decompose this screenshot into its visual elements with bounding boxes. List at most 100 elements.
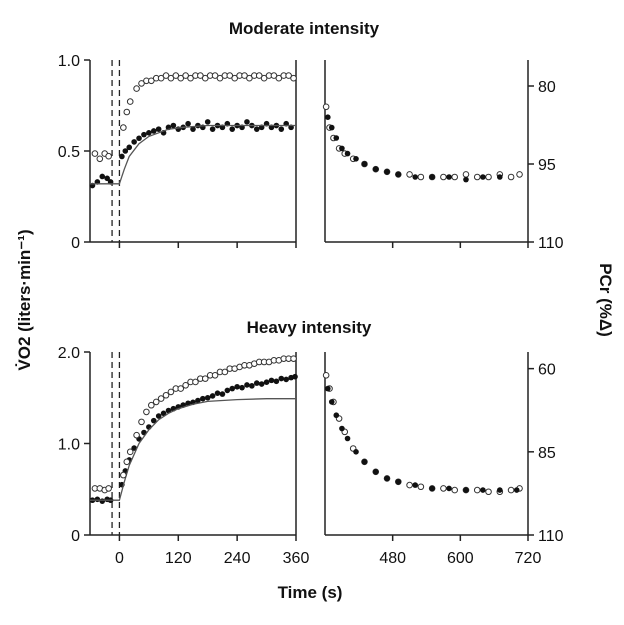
data-point-open — [507, 486, 515, 494]
data-point-open — [226, 72, 234, 79]
x-tick-label: 600 — [447, 550, 474, 567]
data-point-open — [246, 74, 253, 82]
data-point-filled — [361, 161, 368, 167]
x-tick-label: 240 — [224, 550, 251, 567]
data-point-filled — [160, 410, 167, 417]
data-point-filled — [463, 487, 469, 493]
y-axis-label-right: PCr (%Δ) — [596, 263, 615, 337]
data-point-open — [440, 173, 447, 181]
data-point-filled — [131, 445, 137, 451]
data-point-open — [152, 398, 160, 406]
data-point-filled — [104, 175, 110, 182]
data-point-filled — [204, 119, 211, 125]
data-point-filled — [292, 373, 298, 380]
left-tick-label: 2.0 — [58, 345, 80, 362]
data-point-open — [157, 395, 165, 402]
data-point-filled — [325, 114, 331, 120]
data-point-filled — [283, 376, 289, 383]
data-point-open — [275, 74, 283, 82]
data-point-open — [231, 74, 238, 82]
data-point-filled — [497, 174, 503, 180]
data-point-open — [507, 173, 515, 181]
data-point-filled — [122, 148, 129, 154]
panel-title-heavy: Heavy intensity — [247, 318, 372, 337]
data-point-filled — [480, 487, 486, 493]
data-point-open — [473, 173, 481, 181]
data-point-filled — [480, 174, 486, 180]
data-point-filled — [253, 380, 260, 386]
data-point-filled — [258, 381, 265, 387]
data-point-open — [197, 72, 204, 79]
data-point-filled — [190, 126, 196, 132]
data-point-filled — [141, 131, 147, 138]
data-point-open — [167, 388, 175, 396]
data-point-filled — [384, 169, 390, 175]
data-point-filled — [214, 390, 221, 396]
data-point-filled — [273, 378, 280, 385]
data-point-open — [120, 471, 127, 479]
x-tick-label: 360 — [283, 550, 310, 567]
data-point-open — [96, 155, 104, 163]
data-point-open — [285, 72, 292, 79]
data-point-filled — [463, 176, 469, 183]
data-point-open — [105, 152, 112, 160]
data-point-open — [138, 80, 145, 87]
data-point-filled — [195, 397, 201, 404]
left-tick-label: 0.5 — [58, 144, 80, 161]
data-point-filled — [353, 449, 359, 455]
data-point-open — [133, 431, 140, 439]
data-point-filled — [204, 394, 211, 401]
x-tick-label: 120 — [165, 550, 192, 567]
x-tick-label: 0 — [115, 550, 124, 567]
data-point-filled — [344, 435, 351, 442]
fit-line — [90, 398, 296, 501]
fit-line — [90, 124, 296, 185]
data-point-open — [451, 486, 458, 494]
data-point-filled — [361, 459, 368, 465]
data-point-filled — [395, 171, 402, 178]
data-point-filled — [412, 482, 419, 488]
right-tick-label: 80 — [538, 79, 556, 96]
data-point-filled — [446, 174, 452, 180]
data-point-filled — [268, 377, 275, 384]
data-point-filled — [99, 498, 106, 504]
y-axis-label-left: V̇O2 (liters·min⁻¹) — [15, 229, 34, 370]
data-point-filled — [229, 385, 236, 392]
data-point-open — [485, 173, 492, 181]
data-point-open — [172, 72, 180, 79]
right-tick-label: 110 — [538, 528, 564, 545]
data-point-open — [177, 74, 185, 82]
data-point-filled — [224, 387, 231, 394]
data-point-filled — [333, 412, 340, 419]
data-point-filled — [150, 417, 157, 424]
data-point-open — [123, 108, 131, 116]
data-point-open — [187, 74, 194, 82]
data-point-open — [192, 378, 199, 386]
plot-layer: 0 0.5 1.0 80 95 110 0 1.0 2.0 60 85 110 0 120 240 360 48… — [58, 53, 564, 567]
data-point-filled — [372, 468, 379, 475]
data-point-filled — [429, 174, 435, 180]
data-point-filled — [339, 425, 345, 432]
data-point-open — [417, 173, 425, 181]
data-point-filled — [185, 120, 191, 127]
data-point-filled — [244, 382, 250, 388]
data-point-filled — [353, 156, 359, 162]
left-tick-label: 1.0 — [58, 53, 80, 70]
data-point-filled — [446, 485, 452, 492]
data-point-filled — [513, 487, 520, 493]
data-point-filled — [239, 384, 245, 391]
data-point-open — [167, 74, 175, 82]
data-point-open — [201, 74, 209, 82]
data-point-open — [177, 385, 185, 392]
data-point-open — [221, 368, 229, 376]
data-point-filled — [229, 126, 236, 132]
data-point-open — [462, 171, 470, 178]
data-point-open — [148, 401, 155, 409]
data-point-open — [440, 485, 447, 492]
data-point-filled — [328, 124, 335, 131]
data-point-open — [157, 74, 165, 82]
data-point-filled — [412, 174, 419, 180]
data-point-open — [211, 371, 219, 379]
data-point-open — [120, 124, 127, 131]
data-point-open — [255, 72, 263, 79]
